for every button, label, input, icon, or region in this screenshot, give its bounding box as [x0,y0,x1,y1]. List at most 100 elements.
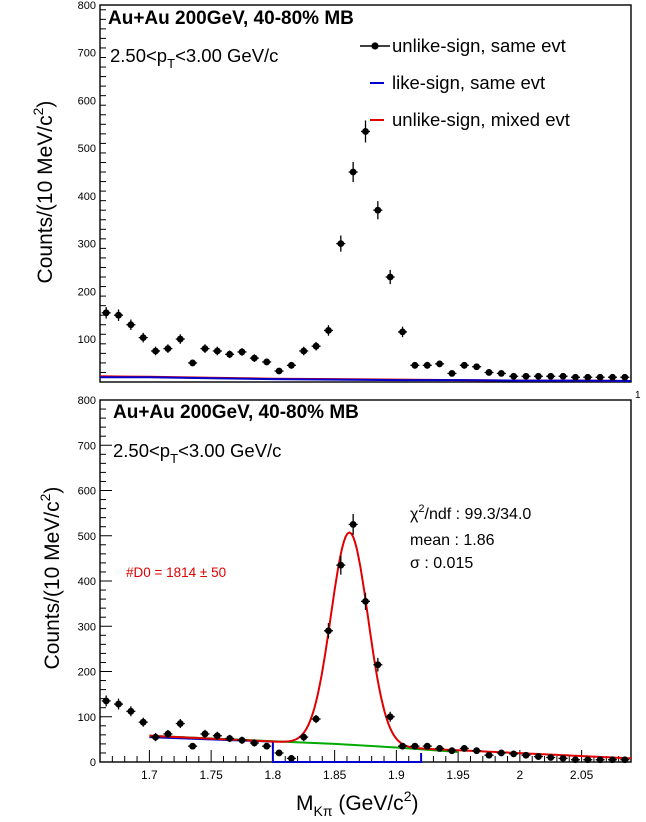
bottom-data-point [337,561,345,569]
bottom-data-point [189,742,197,750]
yield-annotation: #D0 = 1814 ± 50 [126,565,226,580]
bottom-title: Au+Au 200GeV, 40-80% MB [113,402,359,423]
top-data-point [448,370,456,377]
top-data-point [201,345,209,352]
bottom-y-tick-label: 800 [78,395,96,407]
top-data-point [460,361,468,369]
bottom-data-point [534,753,542,760]
top-data-point [115,311,122,319]
top-data-point [374,206,382,214]
top-y-axis: 100 200 300 400 500 600 700 800 [78,0,106,383]
top-x-corner-label: 1 [635,390,641,401]
bottom-data-point [201,730,209,738]
bottom-data-point [275,749,283,757]
bottom-x-tick-label: 1.7 [141,768,158,782]
top-y-tick-label: 200 [78,286,96,298]
legend-label-unlike-mixed: unlike-sign, mixed evt [392,109,570,130]
top-data-point [436,360,443,368]
bottom-y-tick-label: 100 [78,712,96,724]
like-sign-line [100,376,632,382]
bottom-data-point [559,754,567,762]
bottom-data-point [127,707,135,715]
bottom-data-point [213,732,221,740]
fit-sigma: σ : 0.015 [410,555,473,572]
top-data-point [349,168,357,176]
bottom-y-tick-label: 500 [78,531,96,543]
bottom-data-point [152,733,159,741]
top-title: Au+Au 200GeV, 40-80% MB [108,8,354,29]
top-data-point [534,372,542,380]
legend-marker-dot [371,42,379,50]
top-y-tick-label: 300 [78,239,96,251]
legend-item-unlike-same: unlike-sign, same evt [360,35,566,56]
top-data-point [275,367,283,375]
top-data-point [572,373,579,381]
top-data-point [325,327,332,334]
top-data-point [510,372,518,380]
top-data-point [139,334,147,342]
bottom-data-point [176,720,184,727]
legend-label-unlike-same: unlike-sign, same evt [392,35,566,56]
bottom-data-point [460,745,468,752]
bottom-data-point [448,747,456,755]
top-y-tick-label: 800 [78,0,96,12]
top-data-point [609,373,616,381]
bottom-data-point [325,627,332,635]
top-data-point [288,361,295,369]
top-data-point [399,328,406,336]
bottom-data-point [572,756,579,764]
bottom-x-tick-label: 1.85 [323,768,347,782]
top-y-axis-title: Counts/(10 MeV/c2) [30,101,57,284]
bottom-data-point [102,697,110,705]
top-data-point [189,359,197,367]
bottom-data-point [386,713,394,721]
bottom-data-point [423,742,431,750]
bottom-data-point [547,754,555,761]
bottom-y-tick-label: 0 [90,757,96,769]
top-data-point [164,345,172,352]
fit-mean: mean : 1.86 [410,532,495,549]
bottom-data-point [312,715,320,723]
bottom-subtitle: 2.50<pT<3.00 GeV/c [113,440,281,466]
bottom-data-point [510,750,518,758]
top-data-point [226,350,234,358]
top-data-point [386,273,394,281]
bottom-x-tick-label: 1.8 [265,768,282,782]
top-data-point [522,372,530,380]
bottom-y-tick-label: 700 [78,440,96,452]
top-y-tick-label: 400 [78,191,96,203]
top-data-point [621,373,629,381]
bottom-y-axis-title: Counts/(10 MeV/c2) [37,487,64,670]
bottom-y-tick-label: 300 [78,621,96,633]
legend-label-like-same: like-sign, same evt [392,72,545,93]
legend-item-like-same: like-sign, same evt [370,72,545,93]
top-data-point [176,335,184,343]
top-data-point [473,363,481,371]
bottom-x-tick-label: 1.75 [199,768,223,782]
x-axis-title: MKπ (GeV/c2) [296,788,418,819]
bottom-x-tick-label: 2.05 [570,768,594,782]
top-data-point [423,361,431,369]
bottom-x-tick-label: 2 [517,768,524,782]
bottom-y-axis: 0 100 200 300 400 500 600 700 800 [78,395,112,769]
bottom-data-point [497,749,505,757]
bottom-data-point [596,756,604,764]
bottom-data-point [485,751,493,759]
fit-chi2: χ2/ndf : 99.3/34.0 [410,503,531,523]
legend-item-unlike-mixed: unlike-sign, mixed evt [370,109,570,130]
top-data-point [337,240,345,248]
bottom-data-point [584,756,592,764]
top-data-point [547,372,555,380]
bottom-data-point [362,597,369,605]
bottom-panel: 1.7 1.75 1.8 1.85 1.9 1.95 2 2.05 0 100 200 300 400… [37,395,632,819]
bottom-data-point [226,735,234,742]
bottom-x-tick-label: 1.9 [388,768,405,782]
top-data-point [263,358,271,366]
top-y-tick-label: 600 [78,95,96,107]
top-panel: 100 200 300 400 500 600 700 800 Au+Au 200GeV, 4… [30,0,641,401]
top-data-point [497,370,505,377]
bottom-data-point [609,756,616,764]
bottom-data-point [621,756,629,764]
top-y-tick-label: 100 [78,334,96,346]
